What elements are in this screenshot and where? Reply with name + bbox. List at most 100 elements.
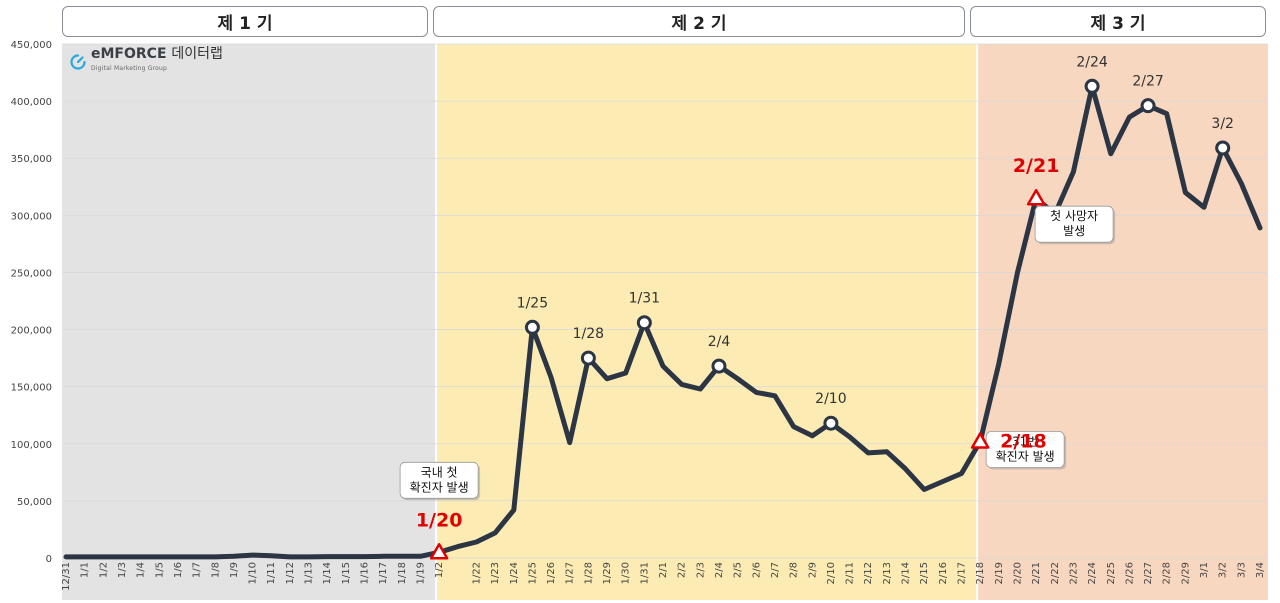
x-tick-label: 1/27 — [565, 562, 576, 584]
x-tick-label: 1/19 — [415, 562, 426, 584]
x-tick-label: 1/14 — [322, 562, 333, 584]
x-tick-label: 2/28 — [1162, 562, 1173, 584]
point-label: 1/28 — [573, 326, 604, 342]
point-label: 2/4 — [708, 334, 731, 350]
point-marker — [711, 358, 727, 374]
point-label: 2/10 — [815, 391, 846, 407]
point-label: 1/31 — [629, 291, 660, 307]
phase-header-1: 제 1 기 — [62, 6, 428, 37]
x-tick-label: 1/16 — [360, 562, 371, 584]
x-tick-label: 1/25 — [527, 562, 538, 584]
x-tick-label: 2/20 — [1012, 562, 1023, 584]
event-marker — [970, 432, 990, 449]
y-tick-label: 150,000 — [11, 383, 52, 394]
x-tick-label: 1/24 — [509, 562, 520, 584]
x-tick-label: 1/11 — [266, 562, 277, 584]
event-label: 2/21 — [1013, 155, 1060, 177]
brand-logo: eMFORCE 데이터랩 Digital Marketing Group — [70, 46, 223, 75]
callout-text: 국내 첫 — [421, 465, 458, 479]
x-tick-label: 2/2 — [677, 562, 688, 578]
phase-background-3 — [978, 44, 1268, 600]
x-tick-label: 1/13 — [304, 562, 315, 584]
x-tick-label: 1/7 — [192, 562, 203, 578]
x-tick-label: 3/1 — [1199, 562, 1210, 578]
x-tick-label: 2/11 — [845, 562, 856, 584]
x-tick-label: 1/12 — [285, 562, 296, 584]
y-tick-label: 200,000 — [11, 326, 52, 337]
x-tick-label: 1/5 — [154, 562, 165, 578]
emforce-logo-icon — [70, 53, 86, 70]
x-tick-label: 2/21 — [1031, 562, 1042, 584]
x-tick-label: 2/19 — [994, 562, 1005, 584]
data-line — [63, 83, 1263, 560]
point-marker — [1215, 140, 1231, 156]
callout-box — [1034, 205, 1114, 243]
x-tick-label: 1/3 — [117, 562, 128, 578]
x-tick-label: 2/18 — [975, 562, 986, 584]
x-tick-label: 2/4 — [714, 562, 725, 578]
phase-header-2: 제 2 기 — [433, 6, 965, 37]
phase-label-1: 제 1 기 — [217, 14, 273, 34]
x-tick-label: 12/31 — [61, 562, 72, 591]
x-tick-label: 2/27 — [1143, 562, 1154, 584]
callout-text: 발생 — [1063, 224, 1085, 238]
x-tick-label: 2/6 — [751, 562, 762, 578]
phase-background-1 — [62, 44, 436, 600]
x-tick-label: 3/2 — [1218, 562, 1229, 578]
y-tick-label: 300,000 — [11, 211, 52, 222]
x-tick-label: 1/6 — [173, 562, 184, 578]
x-tick-label: 2/1 — [658, 562, 669, 578]
logo-subtitle: Digital Marketing Group — [91, 65, 168, 72]
y-tick-label: 350,000 — [11, 154, 52, 165]
point-marker — [1084, 78, 1100, 94]
y-tick-label: 400,000 — [11, 97, 52, 108]
point-label: 3/2 — [1211, 116, 1234, 132]
x-tick-label: 1/30 — [621, 562, 632, 584]
point-label: 2/24 — [1076, 54, 1108, 70]
x-tick-label: 2/23 — [1068, 562, 1079, 584]
event-marker — [429, 543, 449, 560]
x-tick-label: 2/15 — [919, 562, 930, 584]
x-tick-label: 3/3 — [1236, 562, 1247, 578]
x-tick-label: 1/18 — [397, 562, 408, 584]
y-tick-label: 250,000 — [11, 268, 52, 279]
x-tick-label: 2/5 — [733, 562, 744, 578]
x-tick-label: 1/9 — [229, 562, 240, 578]
x-tick-label: 1/15 — [341, 562, 352, 584]
x-tick-label: 1/22 — [471, 562, 482, 584]
x-tick-label: 2/9 — [807, 562, 818, 578]
x-tick-label: 2/13 — [882, 562, 893, 584]
x-tick-label: 2/22 — [1050, 562, 1061, 584]
callout-box — [399, 461, 479, 499]
point-marker — [524, 319, 540, 335]
phase-header-3: 제 3 기 — [970, 6, 1266, 37]
event-label: 1/20 — [416, 509, 463, 531]
y-tick-label: 0 — [46, 554, 52, 565]
x-tick-label: 1/31 — [639, 562, 650, 584]
callout-text: 31번 — [1012, 434, 1038, 448]
callout-text: 첫 사망자 — [1050, 209, 1098, 223]
x-tick-label: 2/26 — [1124, 562, 1135, 584]
x-tick-label: 2/7 — [770, 562, 781, 578]
point-marker — [1140, 98, 1156, 114]
x-tick-label: 2/24 — [1087, 562, 1098, 584]
event-marker — [1026, 188, 1046, 206]
x-tick-label: 1/8 — [210, 562, 221, 578]
x-tick-label: 3/4 — [1255, 562, 1266, 578]
x-tick-label: 1/4 — [136, 562, 147, 578]
logo-brand-name: eMFORCE — [91, 46, 167, 62]
logo-brand-korean: 데이터랩 — [171, 46, 223, 62]
callout-text: 확진자 발생 — [410, 480, 469, 494]
event-label: 2/18 — [1000, 430, 1047, 452]
x-tick-label: 1/2 — [434, 562, 445, 578]
x-tick-label: 2/10 — [826, 562, 837, 584]
x-tick-label: 1/10 — [248, 562, 259, 584]
x-tick-label: 1/17 — [378, 562, 389, 584]
x-tick-label: 2/29 — [1180, 562, 1191, 584]
x-tick-label: 1/23 — [490, 562, 501, 584]
x-tick-label: 2/25 — [1106, 562, 1117, 584]
logo-text: eMFORCE 데이터랩 Digital Marketing Group — [91, 46, 223, 75]
x-tick-label: 2/8 — [789, 562, 800, 578]
point-label: 1/25 — [517, 295, 548, 311]
callout-text: 확진자 발생 — [996, 449, 1055, 463]
